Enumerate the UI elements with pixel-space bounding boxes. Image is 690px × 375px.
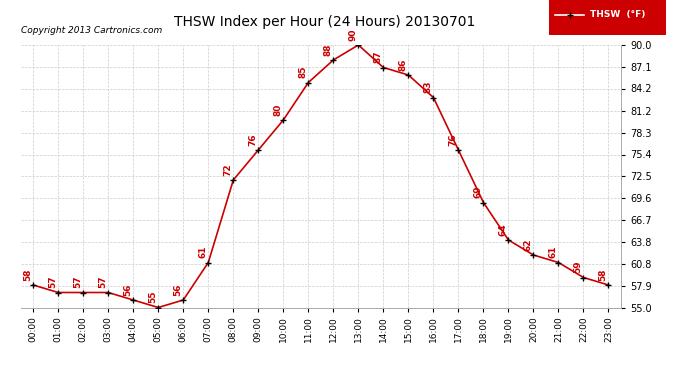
Text: 83: 83 <box>424 81 433 93</box>
Text: 58: 58 <box>23 268 32 281</box>
Text: THSW Index per Hour (24 Hours) 20130701: THSW Index per Hour (24 Hours) 20130701 <box>174 15 475 29</box>
Text: 56: 56 <box>173 284 182 296</box>
Text: 61: 61 <box>198 246 207 258</box>
Text: 87: 87 <box>373 51 382 63</box>
Text: 86: 86 <box>398 58 407 71</box>
Text: 58: 58 <box>598 268 607 281</box>
Text: 57: 57 <box>73 276 82 288</box>
Text: 62: 62 <box>524 238 533 251</box>
Text: 69: 69 <box>473 186 482 198</box>
Text: 57: 57 <box>98 276 107 288</box>
Text: THSW  (°F): THSW (°F) <box>590 10 645 20</box>
Text: 55: 55 <box>148 291 157 303</box>
Text: 64: 64 <box>498 223 507 236</box>
Text: 90: 90 <box>348 28 357 41</box>
Text: 85: 85 <box>298 66 307 78</box>
Text: 76: 76 <box>248 133 257 146</box>
Text: 72: 72 <box>224 163 233 176</box>
Text: 57: 57 <box>48 276 57 288</box>
Text: 61: 61 <box>549 246 558 258</box>
Text: Copyright 2013 Cartronics.com: Copyright 2013 Cartronics.com <box>21 26 162 34</box>
Text: 59: 59 <box>573 261 582 273</box>
Text: 80: 80 <box>273 104 282 116</box>
Text: 76: 76 <box>448 133 457 146</box>
Text: 88: 88 <box>324 44 333 56</box>
Text: 56: 56 <box>124 284 132 296</box>
